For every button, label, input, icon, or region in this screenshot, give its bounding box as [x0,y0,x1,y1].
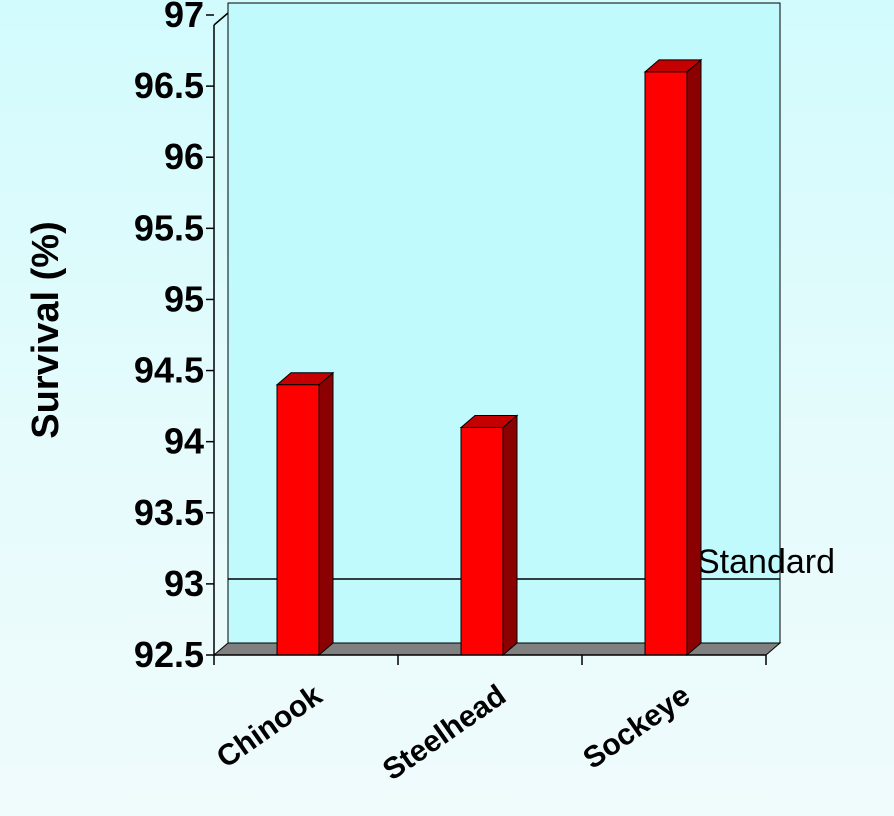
y-tick-label: 93 [164,563,204,604]
bar-front [460,426,504,656]
y-tick-label: 92.5 [134,634,204,675]
x-tick-labels: Chinook Steelhead Sockeye [211,655,767,787]
x-tick-label: Steelhead [377,679,512,787]
bar-front [644,71,688,656]
x-tick-label: Sockeye [577,679,696,776]
y-axis-depth [213,12,229,26]
bar-front [276,384,320,656]
y-tick-label: 96 [164,136,204,177]
x-tick-label: Chinook [211,679,328,775]
bar-side [318,371,334,657]
y-tick-label: 95 [164,278,204,319]
standard-line-label: Standard [697,543,835,581]
y-tick-labels: 92.5 93 93.5 94 94.5 95 95.5 96 96.5 97 [134,0,214,675]
bar-side [502,414,518,657]
y-tick-label: 94.5 [134,350,204,391]
bar-sockeye [643,58,703,657]
y-tick-label: 96.5 [134,65,204,106]
y-tick-label: 94 [164,421,204,462]
y-tick-label: 97 [164,0,204,35]
bar-chinook [275,371,335,657]
y-tick-label: 95.5 [134,207,204,248]
bars-group [275,58,703,657]
bar-steelhead [459,414,519,657]
bar-side [686,58,702,657]
axes-group [213,12,766,656]
y-axis-label: Survival (%) [25,221,67,439]
y-tick-label: 93.5 [134,492,204,533]
